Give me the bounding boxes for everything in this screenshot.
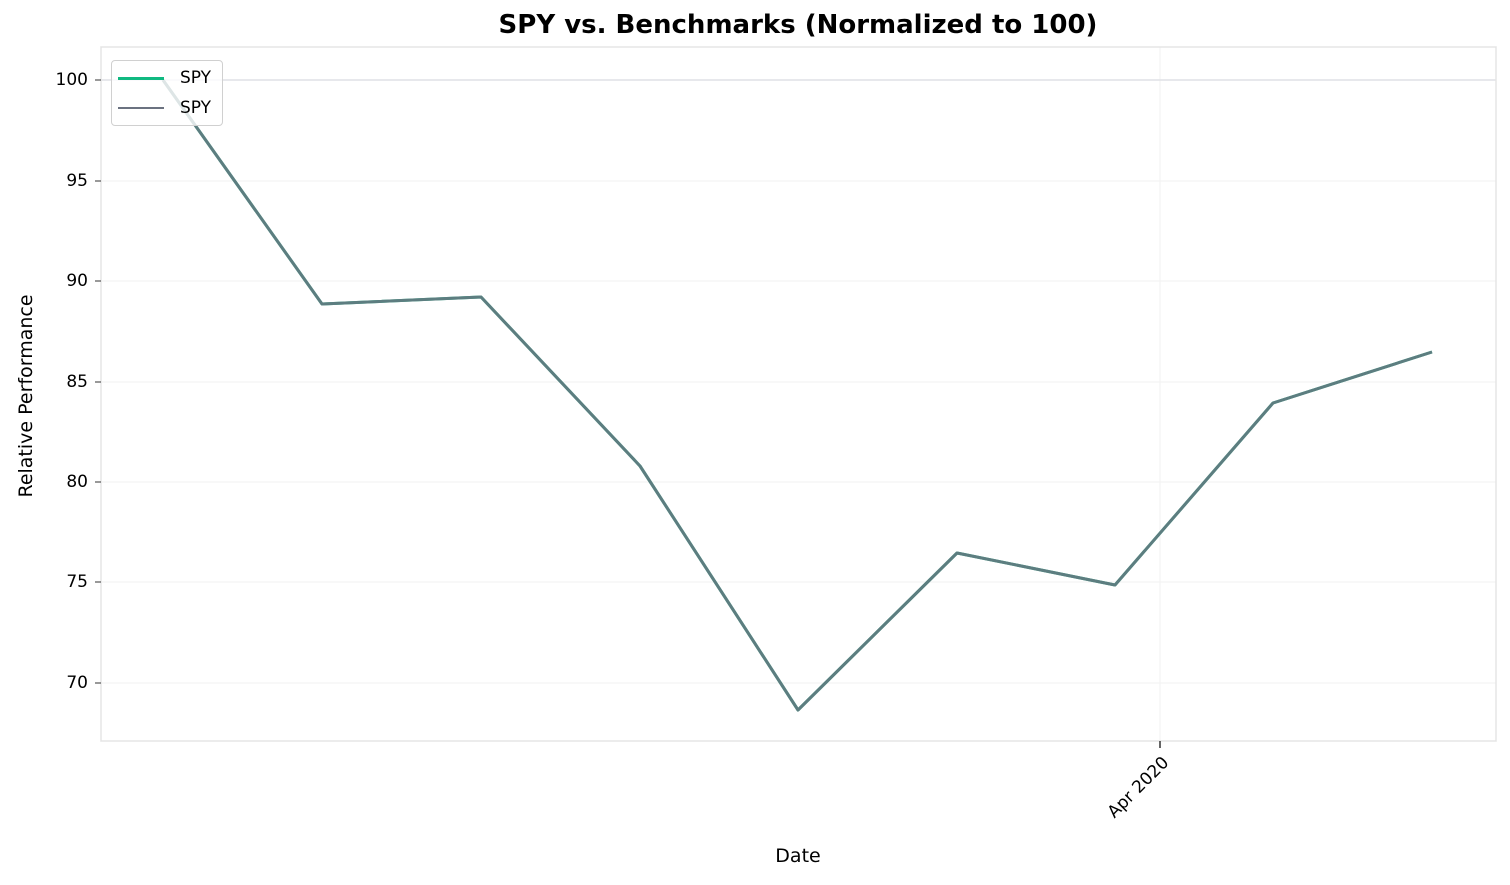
legend-swatch-gray bbox=[118, 106, 164, 110]
y-axis-label: Relative Performance bbox=[15, 294, 37, 498]
legend-label: SPY bbox=[180, 98, 212, 118]
legend: SPY SPY bbox=[111, 60, 223, 126]
series-line-spy-green bbox=[161, 79, 1433, 712]
grid-lines bbox=[101, 47, 1496, 741]
y-tick-label: 95 bbox=[66, 171, 88, 191]
chart-title: SPY vs. Benchmarks (Normalized to 100) bbox=[498, 10, 1098, 40]
series-line-spy-gray bbox=[161, 79, 1433, 712]
legend-swatch-green bbox=[118, 76, 164, 80]
legend-label: SPY bbox=[180, 68, 212, 88]
y-tick-marks bbox=[95, 79, 101, 684]
y-tick-label: 70 bbox=[66, 673, 88, 693]
legend-item-spy-gray: SPY bbox=[118, 96, 211, 120]
axes-frame bbox=[100, 46, 1497, 742]
y-tick-label: 80 bbox=[66, 472, 88, 492]
y-tick-label: 75 bbox=[66, 572, 88, 592]
y-tick-label: 100 bbox=[55, 70, 88, 90]
x-axis-label: Date bbox=[775, 845, 821, 867]
y-tick-label: 85 bbox=[66, 372, 88, 392]
y-tick-label: 90 bbox=[66, 271, 88, 291]
legend-item-spy-green: SPY bbox=[118, 66, 211, 90]
